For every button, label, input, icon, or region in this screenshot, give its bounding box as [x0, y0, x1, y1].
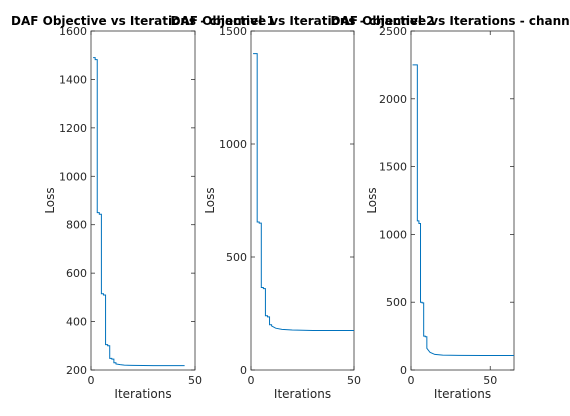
- y-tick-label: 1200: [59, 122, 87, 135]
- y-tick-label: 0: [400, 364, 407, 377]
- y-tick-label: 1000: [59, 170, 87, 183]
- x-tick-label: 50: [483, 374, 497, 387]
- y-tick-label: 600: [66, 267, 87, 280]
- y-tick-label: 2000: [379, 93, 407, 106]
- y-tick-label: 800: [66, 219, 87, 232]
- y-tick-label: 1000: [379, 228, 407, 241]
- plot-area: [91, 31, 195, 370]
- y-tick-label: 1500: [379, 161, 407, 174]
- y-axis-label: Loss: [203, 187, 217, 213]
- y-axis-label: Loss: [365, 187, 379, 213]
- x-axis-label: Iterations: [434, 387, 491, 401]
- y-tick-label: 500: [386, 296, 407, 309]
- x-tick-label: 0: [248, 374, 255, 387]
- y-tick-label: 200: [66, 364, 87, 377]
- x-tick-label: 50: [347, 374, 361, 387]
- x-axis-label: Iterations: [114, 387, 171, 401]
- chart-title: DAF Objective vs Iterations - channel 2: [331, 14, 570, 28]
- plot-area: [251, 31, 354, 370]
- plot-area: [411, 31, 514, 370]
- y-tick-label: 500: [226, 251, 247, 264]
- y-tick-label: 0: [240, 364, 247, 377]
- y-tick-label: 1400: [59, 73, 87, 86]
- y-tick-label: 400: [66, 316, 87, 329]
- y-tick-label: 1000: [219, 138, 247, 151]
- x-axis-label: Iterations: [274, 387, 331, 401]
- y-axis-label: Loss: [43, 187, 57, 213]
- x-tick-label: 0: [408, 374, 415, 387]
- x-tick-label: 0: [88, 374, 95, 387]
- x-tick-label: 50: [188, 374, 202, 387]
